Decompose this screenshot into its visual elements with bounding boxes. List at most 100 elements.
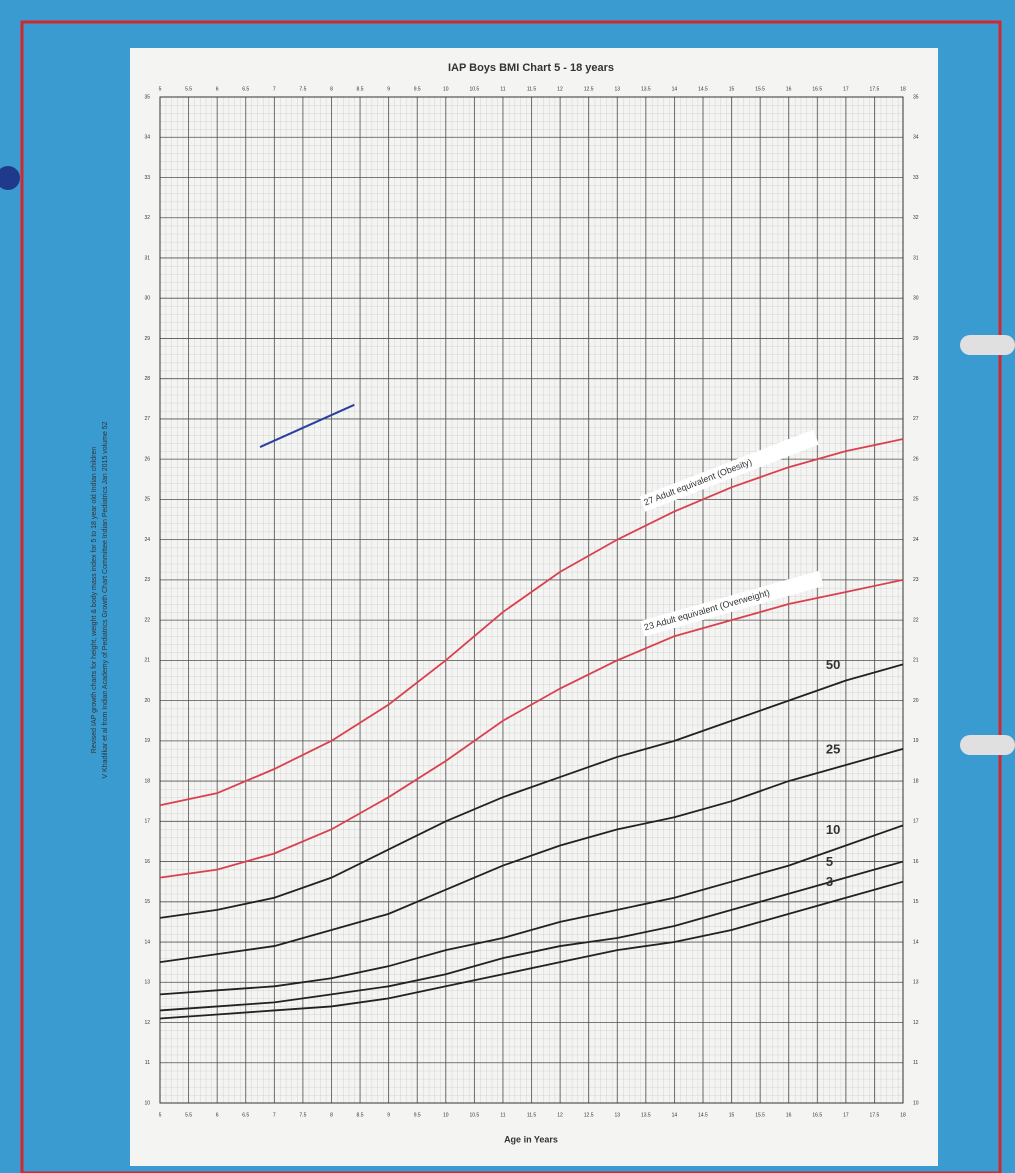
y-tick-label: 33	[144, 175, 150, 181]
x-tick-label: 16.5	[812, 1112, 822, 1118]
y-tick-label: 19	[144, 738, 150, 744]
x-tick-label: 11.5	[527, 1112, 537, 1118]
x-tick-label: 15.5	[755, 1112, 765, 1118]
side-note: V Khadilkar et al from Indian Academy of…	[102, 421, 109, 778]
x-tick-label: 9	[387, 86, 390, 92]
y-tick-label: 32	[144, 215, 150, 221]
chart-title: IAP Boys BMI Chart 5 - 18 years	[448, 62, 614, 74]
y-tick-label: 15	[913, 899, 919, 905]
x-tick-label: 10.5	[469, 86, 479, 92]
x-tick-label: 11.5	[527, 86, 537, 92]
y-tick-label: 22	[913, 617, 919, 623]
series-line	[259, 403, 355, 449]
y-tick-label: 25	[144, 497, 150, 503]
x-tick-label: 14	[672, 86, 678, 92]
y-tick-label: 29	[913, 336, 919, 342]
x-tick-label: 7.5	[299, 86, 306, 92]
series-label: 5	[826, 854, 833, 869]
y-tick-label: 13	[913, 980, 919, 986]
series-label: 3	[826, 874, 833, 889]
y-tick-label: 18	[144, 778, 150, 784]
y-tick-label: 27	[144, 416, 150, 422]
x-tick-label: 13	[614, 1112, 620, 1118]
y-tick-label: 12	[144, 1020, 150, 1026]
x-tick-label: 6	[216, 1112, 219, 1118]
x-tick-label: 13	[614, 86, 620, 92]
y-tick-label: 28	[913, 376, 919, 382]
series-label: 10	[826, 822, 840, 837]
x-tick-label: 13.5	[641, 86, 651, 92]
y-tick-label: 18	[913, 778, 919, 784]
series-line	[159, 748, 904, 964]
x-tick-label: 9.5	[414, 1112, 421, 1118]
y-tick-label: 10	[144, 1100, 150, 1106]
x-tick-label: 5	[159, 1112, 162, 1118]
y-tick-label: 26	[913, 456, 919, 462]
y-tick-label: 32	[913, 215, 919, 221]
x-tick-label: 5.5	[185, 1112, 192, 1118]
x-tick-label: 8	[330, 86, 333, 92]
y-tick-label: 17	[144, 819, 150, 825]
x-tick-label: 7.5	[299, 1112, 306, 1118]
y-tick-label: 19	[913, 738, 919, 744]
x-tick-label: 10	[443, 86, 449, 92]
y-tick-label: 21	[144, 658, 150, 664]
x-tick-label: 16	[786, 86, 792, 92]
y-tick-label: 31	[913, 255, 919, 261]
x-tick-label: 18	[900, 86, 906, 92]
y-tick-label: 15	[144, 899, 150, 905]
y-tick-label: 23	[144, 577, 150, 583]
x-tick-label: 18	[900, 1112, 906, 1118]
x-tick-label: 16.5	[812, 86, 822, 92]
y-tick-label: 16	[913, 859, 919, 865]
y-tick-label: 14	[144, 939, 150, 945]
series-line	[159, 824, 904, 996]
x-tick-label: 5.5	[185, 86, 192, 92]
label-background	[639, 429, 819, 512]
x-tick-label: 15	[729, 86, 735, 92]
y-tick-label: 25	[913, 497, 919, 503]
dot	[0, 166, 20, 190]
frame	[20, 20, 1002, 1173]
y-tick-label: 22	[144, 617, 150, 623]
x-tick-label: 9	[387, 1112, 390, 1118]
x-tick-label: 12	[557, 86, 563, 92]
label-background	[640, 570, 824, 637]
x-tick-label: 11	[500, 1112, 505, 1118]
x-tick-label: 11	[500, 86, 505, 92]
x-tick-label: 17	[843, 1112, 849, 1118]
y-tick-label: 30	[913, 296, 919, 302]
x-tick-label: 12.5	[584, 1112, 594, 1118]
series-label: 50	[826, 657, 840, 672]
y-tick-label: 35	[913, 94, 919, 100]
series-line	[159, 880, 904, 1020]
y-tick-label: 33	[913, 175, 919, 181]
series-label: 25	[826, 741, 840, 756]
x-tick-label: 17	[843, 86, 849, 92]
y-tick-label: 23	[913, 577, 919, 583]
y-tick-label: 11	[145, 1060, 150, 1066]
y-tick-label: 29	[144, 336, 150, 342]
side-note: Revised IAP growth charts for height, we…	[91, 447, 98, 754]
series-line	[159, 438, 904, 807]
x-tick-label: 17.5	[870, 86, 880, 92]
x-tick-label: 16	[786, 1112, 792, 1118]
x-tick-label: 17.5	[870, 1112, 880, 1118]
y-tick-label: 35	[144, 94, 150, 100]
x-tick-label: 15	[729, 1112, 735, 1118]
x-tick-label: 8.5	[357, 1112, 364, 1118]
x-tick-label: 5	[159, 86, 162, 92]
x-tick-label: 7	[273, 1112, 276, 1118]
y-tick-label: 12	[913, 1020, 919, 1026]
x-axis-label: Age in Years	[504, 1134, 558, 1144]
y-tick-label: 21	[913, 658, 919, 664]
x-tick-label: 14	[672, 1112, 678, 1118]
x-tick-label: 13.5	[641, 1112, 651, 1118]
x-tick-label: 14.5	[698, 1112, 708, 1118]
x-tick-label: 8.5	[357, 86, 364, 92]
series-line	[159, 860, 904, 1012]
x-tick-label: 10.5	[469, 1112, 479, 1118]
series-line	[159, 663, 904, 919]
y-tick-label: 13	[144, 980, 150, 986]
